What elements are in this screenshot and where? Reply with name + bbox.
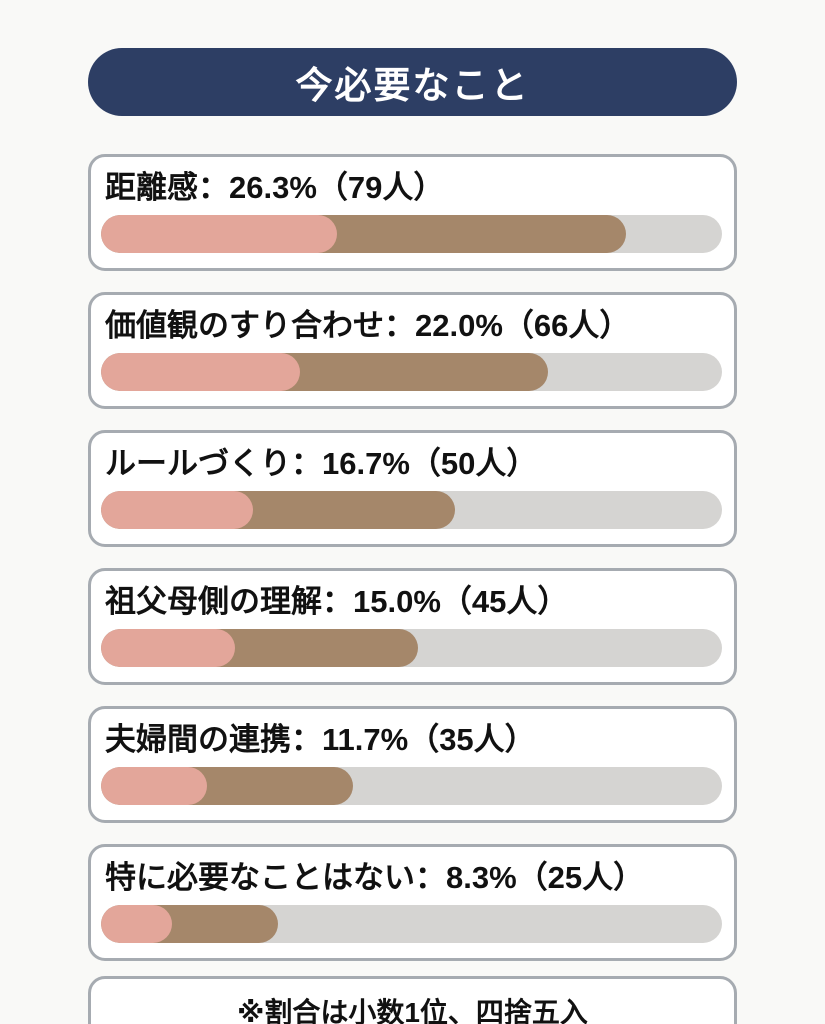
footnote-text: ※割合は小数1位、四捨五入	[237, 997, 588, 1024]
bar-card: 夫婦間の連携：11.7%（35人）	[88, 706, 737, 823]
bar-label: 価値観のすり合わせ：22.0%（66人）	[105, 308, 631, 343]
bar-card: ルールづくり：16.7%（50人）	[88, 430, 737, 547]
bar-card: 距離感：26.3%（79人）	[88, 154, 737, 271]
bar-label: 特に必要なことはない：8.3%（25人）	[105, 860, 645, 895]
footnote-card: ※割合は小数1位、四捨五入	[88, 976, 737, 1024]
bar-track	[101, 215, 722, 253]
bar-track	[101, 629, 722, 667]
bar-card: 価値観のすり合わせ：22.0%（66人）	[88, 292, 737, 409]
bar-fill-pink	[101, 215, 337, 253]
survey-chart-page: 今必要なこと 距離感：26.3%（79人） 価値観のすり合わせ：22.0%（66…	[88, 0, 737, 1024]
bar-label: 夫婦間の連携：11.7%（35人）	[105, 722, 536, 757]
bar-label: ルールづくり：16.7%（50人）	[105, 446, 538, 481]
bar-card: 特に必要なことはない：8.3%（25人）	[88, 844, 737, 961]
bar-card-list: 距離感：26.3%（79人） 価値観のすり合わせ：22.0%（66人） ルールづ…	[88, 154, 737, 961]
bar-fill-pink	[101, 767, 207, 805]
bar-label: 距離感：26.3%（79人）	[105, 170, 445, 205]
bar-label: 祖父母側の理解：15.0%（45人）	[105, 584, 569, 619]
bar-track	[101, 905, 722, 943]
bar-card: 祖父母側の理解：15.0%（45人）	[88, 568, 737, 685]
bar-fill-pink	[101, 491, 254, 529]
bar-fill-pink	[101, 629, 235, 667]
bar-fill-pink	[101, 905, 173, 943]
bar-track	[101, 491, 722, 529]
title-banner: 今必要なこと	[88, 48, 737, 116]
bar-track	[101, 353, 722, 391]
page-title: 今必要なこと	[295, 65, 530, 106]
bar-fill-pink	[101, 353, 300, 391]
bar-track	[101, 767, 722, 805]
